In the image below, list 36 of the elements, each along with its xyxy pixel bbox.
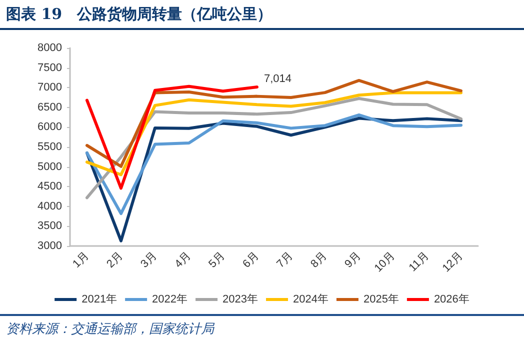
- x-tick-label: 7月: [274, 250, 296, 270]
- legend-label: 2024年: [293, 294, 328, 306]
- x-tick-label: 2月: [104, 250, 126, 270]
- x-tick-label: 3月: [138, 250, 160, 270]
- y-tick-label: 4500: [38, 180, 62, 193]
- y-tick-label: 6000: [38, 121, 62, 134]
- x-tick-label: 10月: [372, 250, 398, 275]
- x-tick-label: 5月: [206, 250, 228, 270]
- y-tick-label: 7500: [38, 62, 62, 74]
- y-tick-label: 8000: [38, 42, 62, 54]
- legend-label: 2022年: [152, 294, 188, 306]
- x-tick-label: 8月: [308, 250, 330, 270]
- x-tick-label: 11月: [406, 250, 432, 274]
- legend-label: 2021年: [82, 294, 118, 306]
- x-tick-label: 1月: [70, 250, 92, 270]
- y-tick-label: 3000: [38, 240, 62, 252]
- x-tick-label: 9月: [342, 250, 364, 270]
- x-tick-label: 6月: [240, 250, 262, 270]
- legend-label: 2023年: [222, 294, 258, 306]
- x-tick-label: 4月: [172, 250, 194, 270]
- x-tick-label: 12月: [440, 250, 466, 275]
- legend-label: 2026年: [434, 294, 470, 306]
- line-series: [86, 96, 462, 200]
- y-tick-label: 6500: [38, 101, 62, 114]
- chart-title: 图表 19 公路货物周转量（亿吨公里）: [0, 0, 524, 30]
- y-tick-label: 4000: [38, 200, 62, 212]
- y-tick-label: 7000: [38, 82, 62, 94]
- legend-label: 2025年: [363, 294, 399, 306]
- text: 资料来源：交通运输部，国家统计局: [0, 314, 524, 344]
- y-tick-label: 5500: [38, 141, 62, 153]
- line-series: [86, 91, 462, 176]
- line-series: [86, 84, 258, 190]
- line-series: [86, 113, 462, 216]
- data-label: 7,014: [264, 73, 292, 86]
- y-tick-label: 3500: [38, 220, 62, 232]
- y-tick-label: 5000: [38, 160, 62, 173]
